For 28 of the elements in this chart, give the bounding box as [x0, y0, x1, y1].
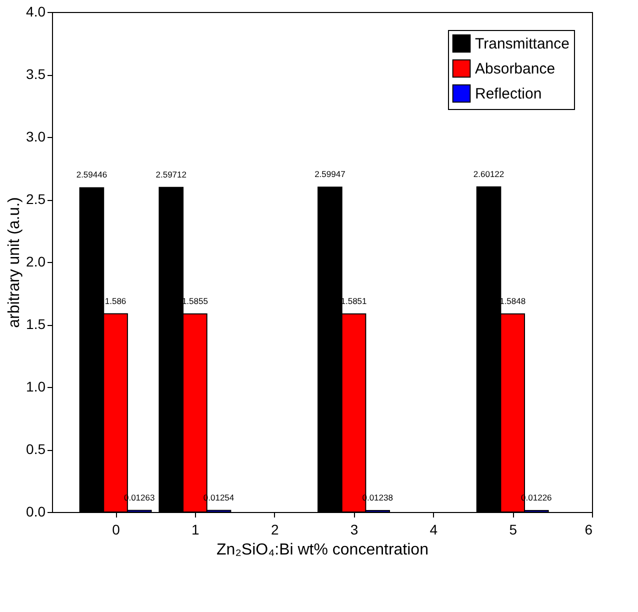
- y-tick-label: 0.0: [26, 504, 46, 520]
- x-tick-label: 4: [430, 522, 438, 538]
- x-axis-title: Zn₂SiO₄:Bi wt% concentration: [216, 542, 428, 558]
- legend-label: Absorbance: [475, 60, 556, 78]
- data-label: 1.5848: [500, 296, 526, 306]
- y-tick-label: 2.5: [26, 191, 46, 207]
- data-label: 2.59446: [76, 170, 108, 180]
- legend-label: Reflection: [475, 86, 542, 102]
- y-tick-label: 1.0: [26, 378, 46, 394]
- x-tick-label: 2: [270, 522, 279, 538]
- y-tick-label: 0.5: [26, 441, 46, 457]
- x-tick-label: 6: [584, 522, 593, 538]
- x-tick-label: 5: [509, 522, 518, 538]
- y-tick-label: 3.5: [26, 66, 46, 82]
- data-label: 1.5855: [182, 296, 208, 306]
- x-tick-label: 0: [112, 522, 120, 538]
- data-label: 1.586: [104, 296, 126, 306]
- data-label: 2.59712: [156, 169, 187, 180]
- y-tick-label: 4.0: [26, 4, 46, 20]
- data-label: 2.60122: [473, 168, 504, 179]
- y-tick-label: 3.0: [26, 128, 46, 144]
- y-tick-label: 2.0: [26, 254, 46, 270]
- data-label: 2.59947: [314, 169, 346, 180]
- y-axis-title: arbitrary unit (a.u.): [6, 197, 24, 328]
- legend-label: Transmittance: [475, 36, 570, 52]
- x-tick-label: 1: [192, 522, 200, 538]
- y-tick-label: 1.5: [26, 316, 46, 332]
- x-tick-label: 3: [350, 522, 358, 538]
